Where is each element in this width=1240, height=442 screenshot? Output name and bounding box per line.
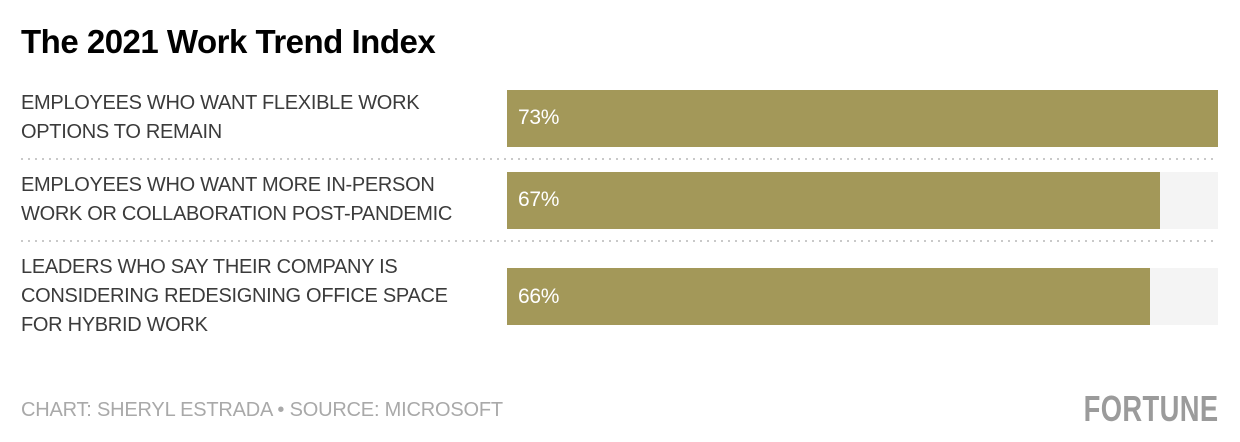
row-label: EMPLOYEES WHO WANT FLEXIBLE WORK OPTIONS… (21, 92, 420, 143)
bar-value-label: 66% (518, 284, 560, 308)
bar-fill: 73% (507, 89, 1218, 147)
row-separator (21, 240, 1218, 242)
bar-fill: 66% (507, 268, 1150, 325)
fortune-logo: FORTUNE (1083, 388, 1218, 429)
bar-track: 73% (507, 89, 1218, 147)
bar-value-label: 67% (518, 188, 560, 211)
chart-row: EMPLOYEES WHO WANT MORE IN-PERSON WORK O… (21, 160, 1218, 240)
footer-credit: CHART: SHERYL ESTRADA • SOURCE: MICROSOF… (21, 399, 503, 421)
bar-fill: 67% (507, 171, 1160, 229)
bar-chart: EMPLOYEES WHO WANT FLEXIBLE WORK OPTIONS… (21, 78, 1218, 351)
row-label: LEADERS WHO SAY THEIR COMPANY IS CONSIDE… (21, 256, 448, 336)
chart-row: EMPLOYEES WHO WANT FLEXIBLE WORK OPTIONS… (21, 78, 1218, 158)
bar-track: 66% (507, 268, 1218, 325)
chart-row: LEADERS WHO SAY THEIR COMPANY IS CONSIDE… (21, 242, 1218, 351)
row-separator (21, 158, 1218, 160)
bar-value-label: 73% (518, 106, 560, 129)
row-label: EMPLOYEES WHO WANT MORE IN-PERSON WORK O… (21, 174, 453, 225)
bar-track: 67% (507, 171, 1218, 229)
chart-footer: CHART: SHERYL ESTRADA • SOURCE: MICROSOF… (21, 388, 1218, 429)
page-title: The 2021 Work Trend Index (21, 23, 436, 60)
